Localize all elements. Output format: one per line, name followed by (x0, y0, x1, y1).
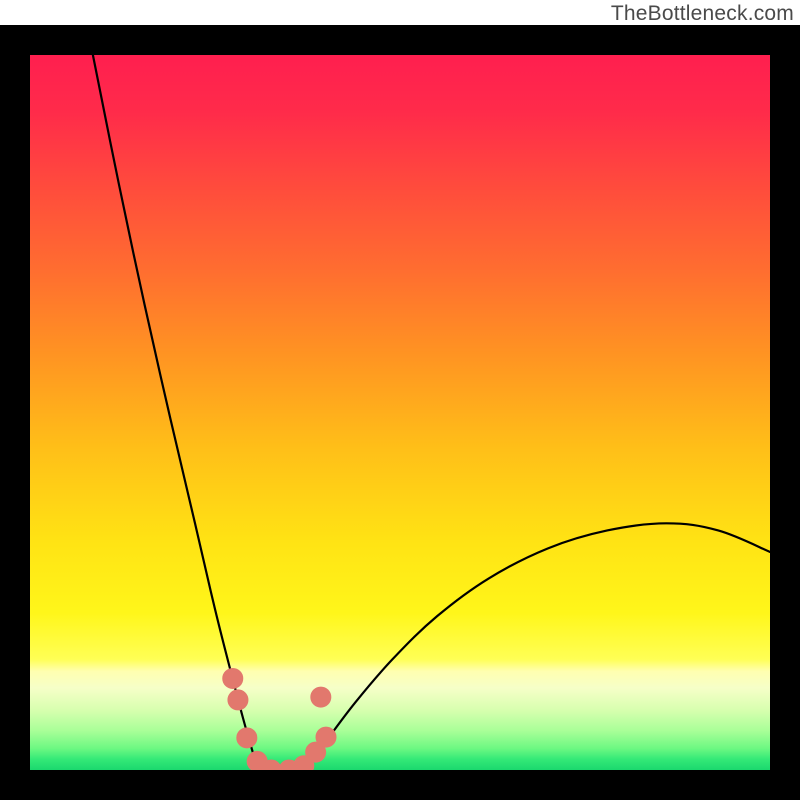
marker-point (316, 727, 336, 747)
gradient-background (30, 55, 770, 770)
plot-area (30, 55, 770, 770)
marker-point (223, 668, 243, 688)
marker-point (237, 728, 257, 748)
chart-svg (30, 55, 770, 770)
marker-point (228, 690, 248, 710)
watermark-text: TheBottleneck.com (611, 2, 794, 26)
marker-point (311, 687, 331, 707)
